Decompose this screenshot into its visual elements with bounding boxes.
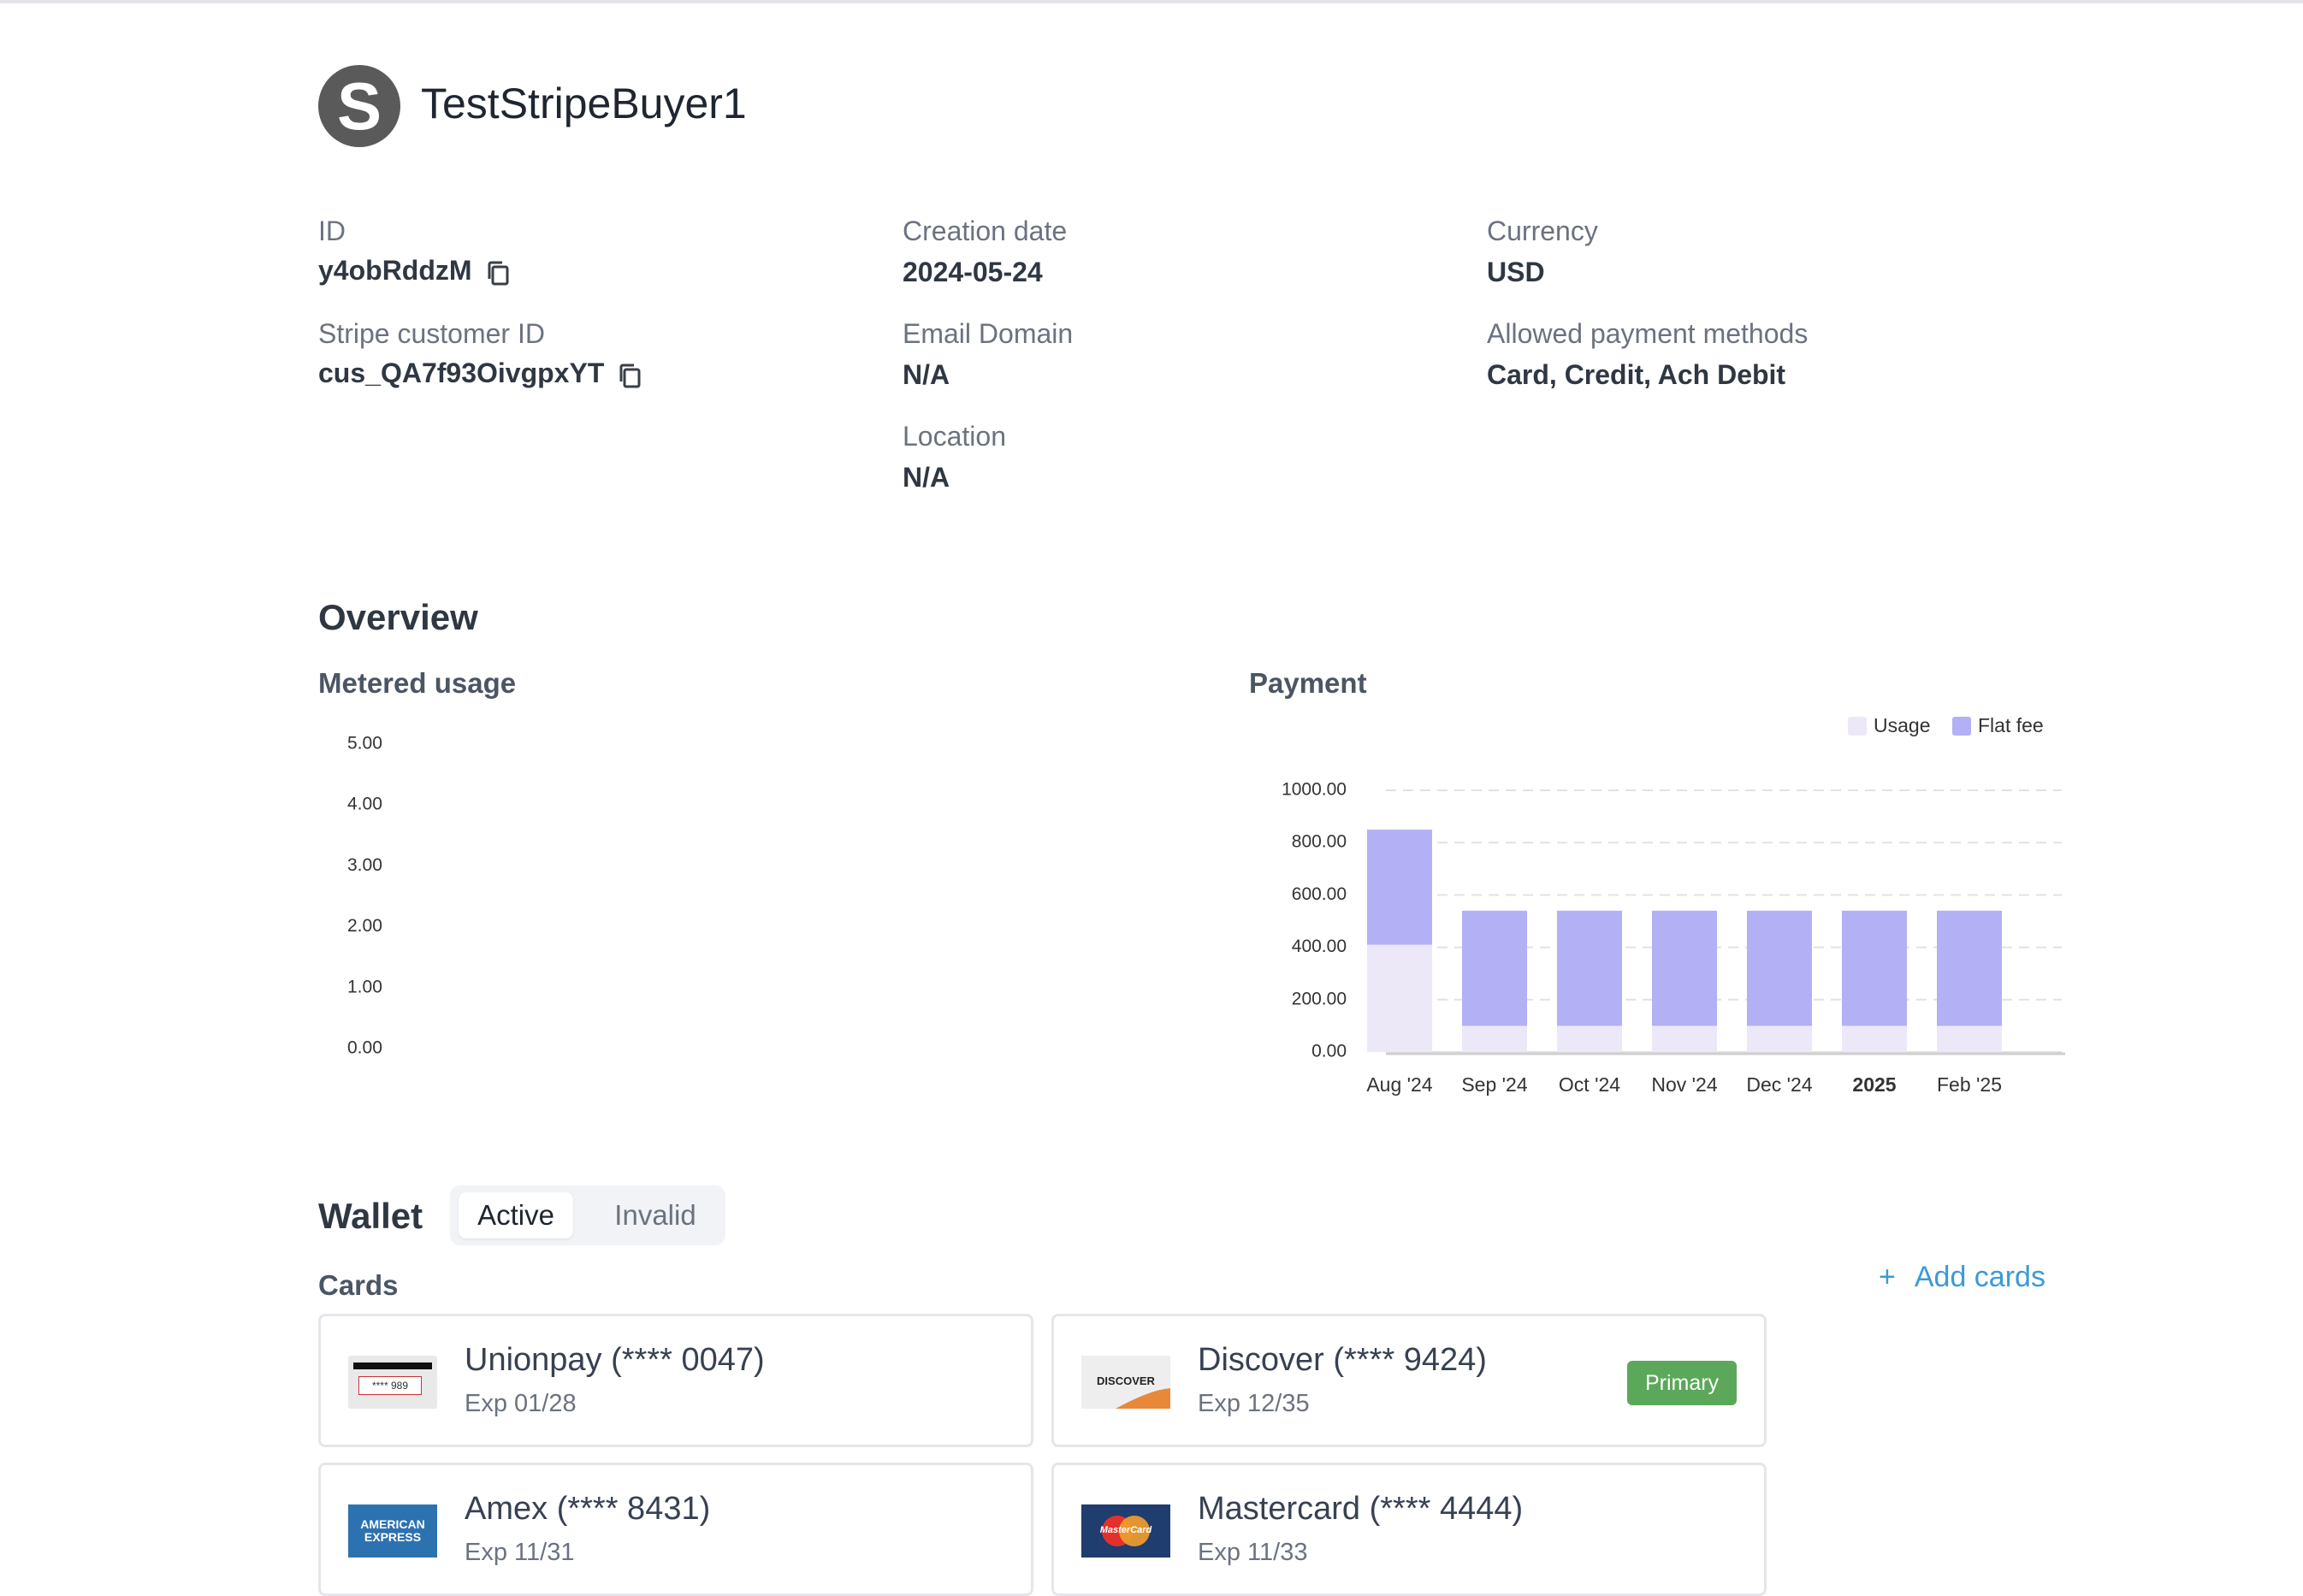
location-value: N/A [903, 462, 950, 493]
tab-active[interactable]: Active [459, 1192, 573, 1238]
card-name: Discover (**** 9424) [1198, 1342, 1487, 1378]
x-tick-label: Dec '24 [1746, 1073, 1812, 1096]
location-label: Location [903, 421, 1006, 452]
bar-flat-fee[interactable] [1462, 910, 1527, 1026]
bar-flat-fee[interactable] [1652, 910, 1717, 1026]
y-tick-label: 1.00 [347, 977, 382, 996]
bar-usage[interactable] [1842, 1026, 1907, 1052]
bar-flat-fee[interactable] [1367, 829, 1432, 945]
x-tick-label: Feb '25 [1937, 1073, 2002, 1096]
payment-methods-label: Allowed payment methods [1487, 318, 1809, 349]
discover-logo: DISCOVER [1081, 1356, 1170, 1409]
card-unionpay[interactable]: **** 989 Unionpay (**** 0047) Exp 01/28 [318, 1314, 1033, 1447]
creation-date-label: Creation date [903, 216, 1068, 246]
amex-logo: AMERICAN EXPRESS [348, 1504, 437, 1558]
card-mastercard[interactable]: MasterCard Mastercard (**** 4444) Exp 11… [1051, 1463, 1767, 1596]
unionpay-logo-text: **** 989 [358, 1376, 422, 1395]
metered-usage-chart: 5.00 4.00 3.00 2.00 1.00 0.00 [347, 734, 382, 1058]
creation-date-value: 2024-05-24 [903, 257, 1043, 287]
currency-label: Currency [1487, 216, 1598, 246]
card-exp: Exp 01/28 [465, 1390, 577, 1417]
x-tick-label: Aug '24 [1366, 1073, 1432, 1096]
bar-usage[interactable] [1557, 1026, 1622, 1052]
mastercard-logo-text: MasterCard [1099, 1525, 1152, 1535]
primary-badge: Primary [1627, 1361, 1737, 1405]
x-tick-label: Sep '24 [1461, 1073, 1527, 1096]
stripe-id-row: cus_QA7f93OivgpxYT [318, 358, 643, 394]
bar-usage[interactable] [1367, 944, 1432, 1052]
x-tick-label: Nov '24 [1651, 1073, 1717, 1096]
y-tick-label: 400.00 [1292, 937, 1347, 956]
y-tick-label: 3.00 [347, 855, 382, 875]
y-tick-label: 5.00 [347, 734, 382, 754]
card-name: Amex (**** 8431) [465, 1491, 711, 1527]
card-amex[interactable]: AMERICAN EXPRESS Amex (**** 8431) Exp 11… [318, 1463, 1033, 1596]
y-tick-label: 4.00 [347, 795, 382, 814]
overview-title: Overview [318, 597, 478, 637]
y-tick-label: 0.00 [1311, 1042, 1347, 1061]
id-value: y4obRddzM [318, 255, 472, 286]
y-tick-label: 0.00 [347, 1038, 382, 1058]
customer-name: TestStripeBuyer1 [421, 80, 747, 127]
card-name: Mastercard (**** 4444) [1198, 1491, 1524, 1527]
id-label: ID [318, 216, 346, 246]
add-cards-button[interactable]: + Add cards [1879, 1261, 2045, 1294]
unionpay-logo: **** 989 [348, 1356, 437, 1409]
tab-invalid[interactable]: Invalid [614, 1199, 696, 1231]
avatar: S [318, 65, 400, 147]
x-tick-label: 2025 [1852, 1073, 1896, 1096]
amex-logo-text: AMERICAN [360, 1517, 425, 1531]
currency-value: USD [1487, 257, 1545, 287]
payment-chart: 1000.00 800.00 600.00 400.00 200.00 0.00 Aug '… [1282, 714, 2065, 1096]
bar-usage[interactable] [1937, 1026, 2002, 1052]
bar-flat-fee[interactable] [1842, 910, 1907, 1026]
x-tick-label: Oct '24 [1559, 1073, 1620, 1096]
legend-swatch [1952, 717, 1971, 736]
y-tick-label: 2.00 [347, 916, 382, 936]
legend-swatch [1848, 717, 1867, 736]
card-exp: Exp 12/35 [1198, 1390, 1310, 1417]
payment-title: Payment [1249, 667, 1367, 699]
id-row: y4obRddzM [318, 255, 512, 292]
amex-logo-text: EXPRESS [364, 1530, 422, 1544]
cards-label: Cards [318, 1269, 399, 1301]
copy-icon[interactable] [486, 260, 512, 292]
bar-usage[interactable] [1652, 1026, 1717, 1052]
bar-usage[interactable] [1747, 1026, 1812, 1052]
payment-methods-value: Card, Credit, Ach Debit [1487, 359, 1786, 390]
y-tick-label: 600.00 [1292, 884, 1347, 904]
plus-icon: + [1879, 1261, 1896, 1293]
metered-usage-title: Metered usage [318, 667, 517, 699]
card-exp: Exp 11/33 [1198, 1539, 1308, 1566]
bar-usage[interactable] [1462, 1026, 1527, 1052]
wallet-tabs: Active Invalid [450, 1185, 725, 1245]
y-tick-label: 200.00 [1292, 989, 1347, 1008]
legend-label: Flat fee [1978, 714, 2044, 736]
stripe-id-value: cus_QA7f93OivgpxYT [318, 358, 605, 388]
y-tick-label: 1000.00 [1282, 780, 1347, 800]
card-discover[interactable]: DISCOVER Discover (**** 9424) Exp 12/35 … [1051, 1314, 1767, 1447]
copy-icon[interactable] [618, 363, 643, 394]
y-tick-label: 800.00 [1292, 832, 1347, 852]
wallet-title: Wallet [318, 1196, 423, 1236]
bar-flat-fee[interactable] [1557, 910, 1622, 1026]
legend-label: Usage [1874, 714, 1930, 736]
discover-logo-text: DISCOVER [1097, 1374, 1155, 1387]
card-name: Unionpay (**** 0047) [465, 1342, 765, 1378]
bar-flat-fee[interactable] [1747, 910, 1812, 1026]
stripe-id-label: Stripe customer ID [318, 318, 545, 349]
mastercard-logo: MasterCard [1081, 1504, 1170, 1558]
email-domain-value: N/A [903, 359, 950, 390]
top-divider [0, 0, 2303, 3]
card-exp: Exp 11/31 [465, 1539, 575, 1566]
email-domain-label: Email Domain [903, 318, 1074, 349]
add-cards-label: Add cards [1914, 1261, 2045, 1293]
bar-flat-fee[interactable] [1937, 910, 2002, 1026]
